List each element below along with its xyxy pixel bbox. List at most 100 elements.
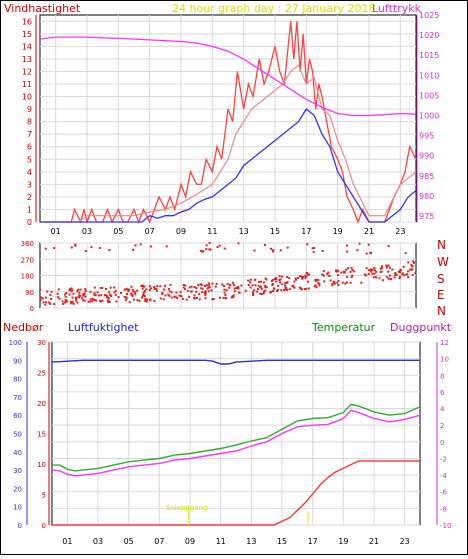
direction-point — [42, 301, 45, 304]
wind-tick-label: 15 — [22, 30, 32, 39]
direction-point — [286, 289, 289, 291]
direction-point — [123, 296, 126, 298]
direction-point — [44, 303, 47, 306]
direction-point — [143, 289, 146, 292]
direction-point — [108, 291, 111, 294]
direction-point — [399, 275, 402, 278]
direction-point — [407, 276, 410, 279]
bottom-x-tick-label: 07 — [154, 537, 164, 546]
direction-point — [335, 270, 338, 273]
direction-point — [283, 289, 285, 292]
wind-tick-label: 12 — [22, 67, 32, 76]
direction-point — [238, 291, 240, 294]
direction-point — [57, 288, 60, 291]
direction-point — [130, 292, 133, 295]
direction-point — [399, 271, 401, 274]
direction-point — [142, 294, 144, 297]
direction-point — [74, 296, 77, 299]
wind-x-tick-label: 01 — [51, 227, 61, 236]
direction-point — [273, 287, 275, 290]
direction-point — [39, 289, 42, 292]
direction-point — [393, 276, 396, 279]
direction-point — [145, 300, 148, 303]
direction-point — [89, 290, 92, 293]
direction-point — [263, 290, 265, 293]
direction-point — [141, 287, 144, 290]
direction-point — [153, 299, 156, 302]
direction-point — [255, 290, 258, 293]
direction-point — [351, 269, 354, 271]
direction-point — [303, 288, 306, 290]
direction-point — [159, 297, 162, 300]
direction-point — [350, 266, 353, 269]
rain-tick-label: 0 — [18, 522, 22, 530]
direction-point — [64, 301, 66, 304]
direction-point — [407, 270, 410, 273]
direction-point — [204, 292, 207, 295]
direction-point — [44, 296, 47, 299]
direction-point — [317, 281, 320, 284]
direction-point — [263, 243, 266, 246]
direction-point — [262, 292, 265, 295]
direction-point — [237, 242, 240, 245]
direction-point — [280, 283, 283, 286]
direction-point — [182, 283, 185, 286]
direction-point — [204, 285, 206, 287]
direction-point — [298, 286, 301, 289]
direction-point — [82, 294, 85, 297]
direction-point — [390, 278, 393, 281]
direction-point — [90, 246, 93, 249]
temp-tick-label: 12 — [440, 339, 449, 347]
direction-point — [301, 277, 304, 280]
direction-point — [370, 270, 373, 273]
direction-point — [244, 289, 247, 292]
direction-point — [216, 246, 219, 248]
direction-point — [199, 249, 202, 252]
direction-point — [410, 263, 413, 266]
direction-point — [373, 267, 376, 270]
direction-point — [170, 296, 173, 299]
direction-point — [49, 294, 52, 296]
direction-point — [275, 278, 278, 280]
rain-tick-label: 100 — [9, 339, 22, 347]
direction-point — [70, 290, 73, 293]
direction-point — [367, 243, 370, 246]
direction-point — [74, 243, 77, 246]
direction-point — [153, 287, 156, 290]
temp-tick-label: 8 — [440, 372, 444, 380]
direction-point — [283, 284, 286, 287]
direction-point — [314, 279, 317, 282]
direction-point — [225, 289, 228, 292]
wind-series-avg — [40, 64, 417, 223]
humidity-tick-label: 10 — [37, 461, 46, 469]
direction-point — [108, 249, 111, 252]
direction-point — [186, 289, 189, 292]
wind-x-tick-label: 09 — [176, 227, 186, 236]
rain-tick-label: 10 — [13, 504, 22, 512]
direction-point — [240, 284, 243, 287]
direction-point — [254, 278, 257, 281]
direction-point — [68, 293, 71, 296]
series-duggpunkt — [51, 409, 421, 477]
direction-point — [143, 285, 146, 288]
direction-point — [143, 295, 146, 298]
direction-point — [218, 244, 221, 247]
direction-point — [150, 245, 153, 248]
direction-point — [206, 287, 209, 290]
direction-point — [77, 296, 80, 299]
direction-point — [133, 291, 136, 294]
direction-point — [48, 301, 51, 304]
direction-point — [367, 269, 370, 272]
temp-tick-label: 4 — [440, 406, 445, 414]
bottom-x-tick-label: 21 — [369, 537, 379, 546]
direction-point — [101, 299, 104, 302]
direction-point — [203, 291, 206, 294]
bottom-x-tick-label: 01 — [62, 537, 72, 546]
direction-point — [317, 279, 320, 282]
series-nedbør — [52, 460, 420, 526]
direction-point — [93, 299, 96, 301]
direction-point — [64, 299, 67, 301]
humidity-tick-label: 25 — [37, 370, 46, 378]
direction-point — [208, 284, 211, 287]
direction-point — [76, 290, 79, 293]
